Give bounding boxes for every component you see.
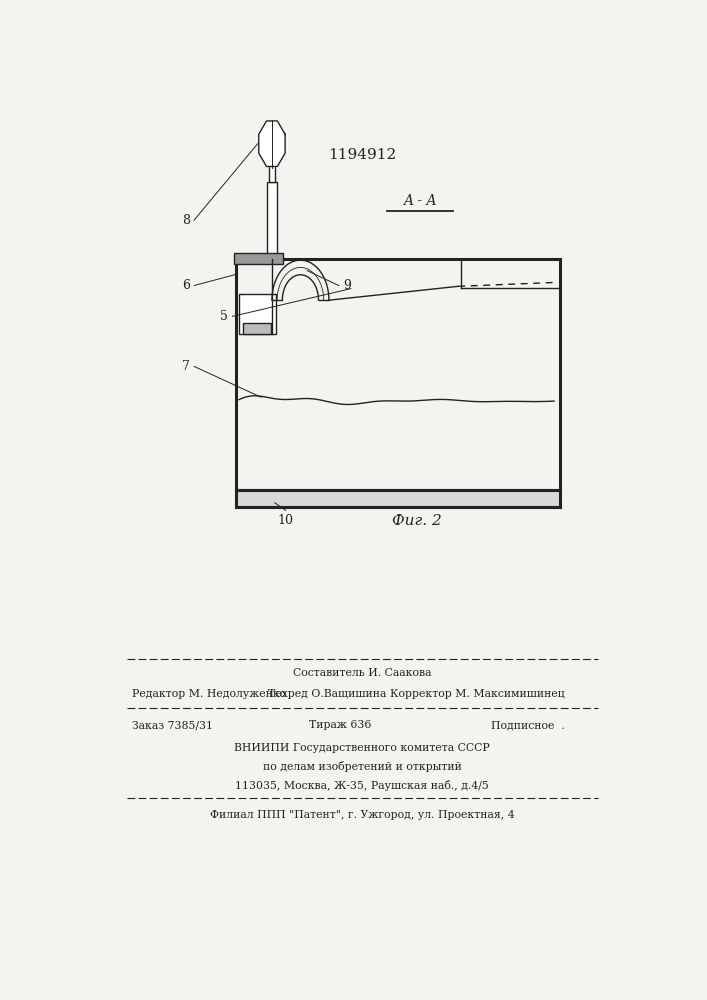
Text: 10: 10	[278, 514, 293, 527]
Text: 7: 7	[182, 360, 189, 373]
Text: Составитель И. Саакова: Составитель И. Саакова	[293, 668, 431, 678]
Bar	[236, 490, 560, 507]
Polygon shape	[259, 121, 285, 166]
Text: 1194912: 1194912	[328, 148, 397, 162]
Text: 113035, Москва, Ж-35, Раушская наб., д.4/5: 113035, Москва, Ж-35, Раушская наб., д.4…	[235, 780, 489, 791]
Text: Тираж 636: Тираж 636	[309, 720, 372, 730]
Text: 9: 9	[343, 279, 351, 292]
Text: Подписное  .: Подписное .	[491, 720, 565, 730]
Text: 8: 8	[182, 214, 189, 227]
Text: Филиал ППП "Патент", г. Ужгород, ул. Проектная, 4: Филиал ППП "Патент", г. Ужгород, ул. Про…	[210, 810, 515, 820]
Text: Техред О.Ващишина: Техред О.Ващишина	[267, 689, 386, 699]
Text: Фиг. 2: Фиг. 2	[392, 514, 442, 528]
Bar	[269, 165, 275, 182]
Text: по делам изобретений и открытий: по делам изобретений и открытий	[263, 761, 462, 772]
Bar	[267, 182, 277, 259]
Bar	[238, 294, 276, 334]
Bar	[233, 253, 283, 264]
Text: 6: 6	[182, 279, 189, 292]
Text: Заказ 7385/31: Заказ 7385/31	[132, 720, 214, 730]
Text: A - A: A - A	[403, 194, 437, 208]
Text: 5: 5	[220, 310, 228, 323]
Text: ВНИИПИ Государственного комитета СССР: ВНИИПИ Государственного комитета СССР	[235, 743, 490, 753]
Text: Редактор М. Недолуженко: Редактор М. Недолуженко	[132, 689, 286, 699]
Bar	[243, 323, 271, 334]
Text: Корректор М. Максимишинец: Корректор М. Максимишинец	[390, 689, 565, 699]
